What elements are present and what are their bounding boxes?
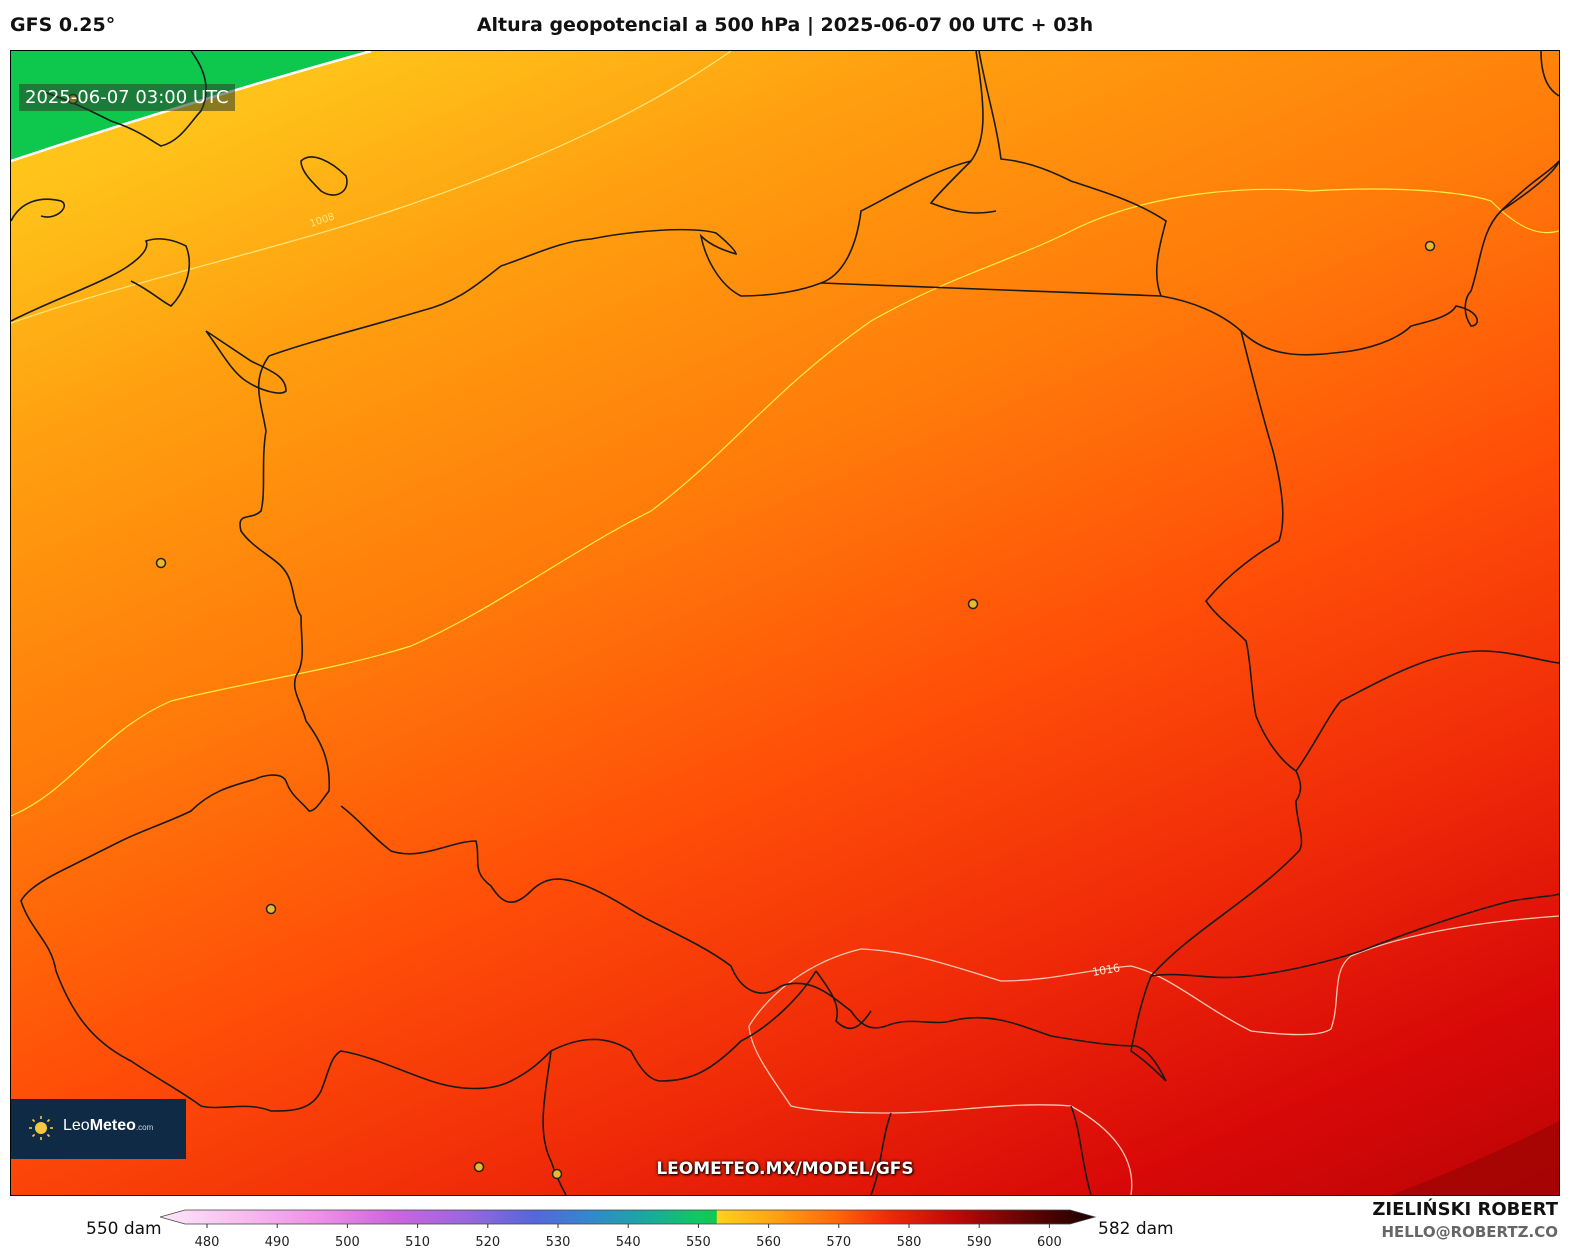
isobar-1016 [748, 915, 1559, 1195]
city-marker [967, 598, 979, 610]
city-markers [67, 93, 1436, 1180]
author-email: HELLO@ROBERTZ.CO [1381, 1223, 1558, 1241]
green-height-band [11, 51, 371, 161]
map-title: Altura geopotencial a 500 hPa | 2025-06-… [476, 14, 1094, 36]
country-borders [11, 51, 1559, 1195]
sun-icon [29, 1116, 53, 1140]
isobar-1008 [11, 51, 732, 324]
isobar-label-1016: 1016 [1091, 961, 1121, 979]
colorbar-tick-label: 490 [265, 1235, 290, 1250]
colorbar-tick-label: 600 [1037, 1235, 1062, 1250]
colorbar-ticks: 480 490 500 510 520 530 540 550 560 570 580 590 600 [195, 1224, 1062, 1250]
colorbar-max-label: 582 dam [1098, 1219, 1174, 1239]
isobar-yellow [11, 188, 1559, 817]
city-marker [155, 557, 167, 569]
geopotential-map: 1008 1016 [11, 51, 1559, 1195]
valid-time-label: 2025-06-07 03:00 UTC [19, 84, 235, 111]
colorbar: 480 490 500 510 520 530 540 550 560 570 580 590 600 [160, 1209, 1097, 1250]
model-name: GFS 0.25° [10, 14, 116, 36]
map-panel: 1008 1016 [10, 50, 1560, 1196]
leometeo-logo: LeoMeteo.com [11, 1099, 186, 1159]
colorbar-tick-label: 480 [195, 1235, 220, 1250]
city-marker [1424, 240, 1436, 252]
colorbar-tick-label: 570 [826, 1235, 851, 1250]
city-marker [551, 1168, 563, 1180]
city-marker [473, 1161, 485, 1173]
author-name: ZIELIŃSKI ROBERT [1372, 1199, 1558, 1220]
colorbar-tick-label: 510 [405, 1235, 430, 1250]
colorbar-min-label: 550 dam [86, 1219, 162, 1239]
colorbar-tick-label: 530 [546, 1235, 571, 1250]
colorbar-tick-label: 580 [897, 1235, 922, 1250]
city-marker [265, 903, 277, 915]
colorbar-tick-label: 520 [475, 1235, 500, 1250]
colorbar-tick-label: 500 [335, 1235, 360, 1250]
logo-wordmark: LeoMeteo.com [63, 1117, 154, 1134]
colorbar-tick-label: 540 [616, 1235, 641, 1250]
author-credit: ZIELIŃSKI ROBERT HELLO@ROBERTZ.CO [1372, 1199, 1558, 1243]
source-url: LEOMETEO.MX/MODEL/GFS [656, 1159, 914, 1179]
colorbar-tick-label: 560 [756, 1235, 781, 1250]
colorbar-tick-label: 590 [967, 1235, 992, 1250]
colorbar-tick-label: 550 [686, 1235, 711, 1250]
